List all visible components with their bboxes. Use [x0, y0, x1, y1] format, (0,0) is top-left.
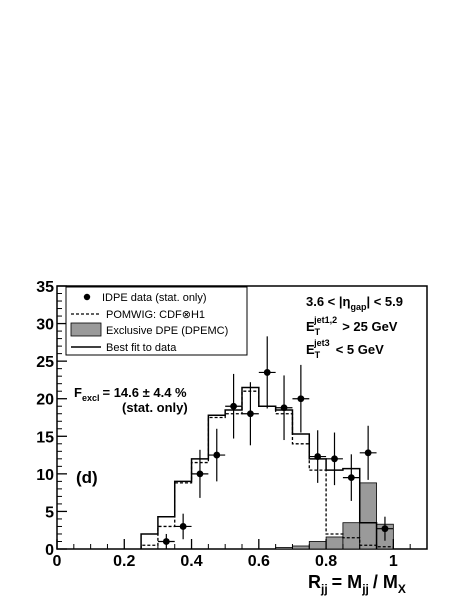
legend: IDPE data (stat. only) POMWIG: CDF⊗H1 Ex…: [65, 286, 248, 356]
histogram-layer: [140, 386, 395, 550]
dpemc-bar-10: [308, 541, 327, 550]
y-tick-label-5: 25: [36, 354, 54, 371]
data-point-8: [297, 395, 305, 403]
fexcl-note: (stat. only): [122, 400, 188, 415]
data-point-10: [331, 455, 338, 463]
data-point-3: [213, 451, 221, 459]
legend-label-data: IDPE data (stat. only): [102, 292, 207, 304]
et3-cut-label: ETjet3 < 5 GeV: [306, 338, 384, 360]
y-tick-label-1: 5: [45, 504, 54, 521]
legend-label-pomwig: POMWIG: CDF⊗H1: [106, 309, 205, 321]
y-tick-label-7: 35: [36, 279, 54, 296]
dpemc-bar-11: [325, 536, 344, 550]
legend-box: [65, 286, 248, 356]
data-point-5: [247, 410, 254, 418]
data-point-2: [196, 470, 204, 478]
x-axis-title: Rjj = Mjj / MX: [308, 572, 406, 596]
data-point-1: [179, 523, 187, 530]
et12-cut-label: ETjet1,2 > 25 GeV: [306, 315, 398, 337]
legend-data-marker: [83, 293, 91, 301]
y-tick-label-4: 20: [36, 392, 54, 409]
x-tick-label-4: 0.8: [315, 553, 337, 570]
data-point-0: [162, 538, 170, 545]
data-point-12: [364, 449, 372, 457]
fexcl-label: Fexcl = 14.6 ± 4.4 %: [74, 385, 187, 403]
x-tick-label-5: 1: [389, 553, 398, 570]
legend-dpemc-swatch: [70, 322, 102, 337]
data-point-4: [230, 402, 237, 410]
best-fit-step-line: [140, 386, 378, 549]
y-tick-label-0: 0: [45, 542, 54, 559]
data-point-6: [263, 369, 271, 376]
legend-label-dpemc: Exclusive DPE (DPEMC): [106, 325, 228, 337]
data-point-11: [347, 474, 355, 482]
dpemc-bar-9: [292, 545, 310, 550]
dpemc-bar-8: [275, 547, 293, 550]
x-tick-label-3: 0.6: [248, 553, 270, 570]
dpemc-bar-12: [342, 522, 361, 550]
y-tick-label-2: 10: [36, 467, 54, 484]
gap-cut-label: 3.6 < |ηgap| < 5.9: [306, 294, 403, 312]
data-point-13: [381, 525, 389, 533]
data-point-9: [314, 453, 322, 460]
x-tick-label-0: 0: [53, 553, 62, 570]
panel-label: (d): [76, 468, 98, 487]
legend-label-fit: Best fit to data: [106, 342, 177, 354]
data-point-7: [280, 404, 288, 412]
x-tick-label-2: 0.4: [180, 553, 202, 570]
y-tick-label-3: 15: [36, 429, 54, 446]
pomwig-step-line: [140, 390, 395, 549]
axes-layer: 0 5 10 15 20 25 30 35 0 0.2 0.4 0.6 0.8 1: [36, 279, 411, 570]
dpemc-bar-13: [359, 482, 377, 550]
y-tick-label-6: 30: [36, 317, 54, 334]
data-points-layer: [157, 336, 394, 549]
x-tick-label-1: 0.2: [113, 553, 135, 570]
